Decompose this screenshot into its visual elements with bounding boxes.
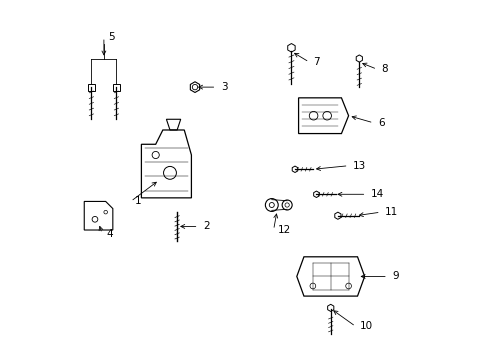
Text: 9: 9: [392, 271, 399, 282]
Text: 4: 4: [106, 229, 113, 239]
Text: 1: 1: [135, 197, 142, 206]
Text: 6: 6: [378, 118, 385, 128]
Text: 5: 5: [108, 32, 115, 42]
Text: 2: 2: [203, 221, 209, 231]
Text: 13: 13: [353, 161, 366, 171]
Text: 12: 12: [278, 225, 291, 235]
Text: 14: 14: [371, 189, 384, 199]
Text: 11: 11: [385, 207, 398, 217]
Text: 10: 10: [360, 321, 373, 332]
Text: 8: 8: [381, 64, 388, 74]
Text: 3: 3: [220, 82, 227, 92]
Text: 7: 7: [314, 57, 320, 67]
